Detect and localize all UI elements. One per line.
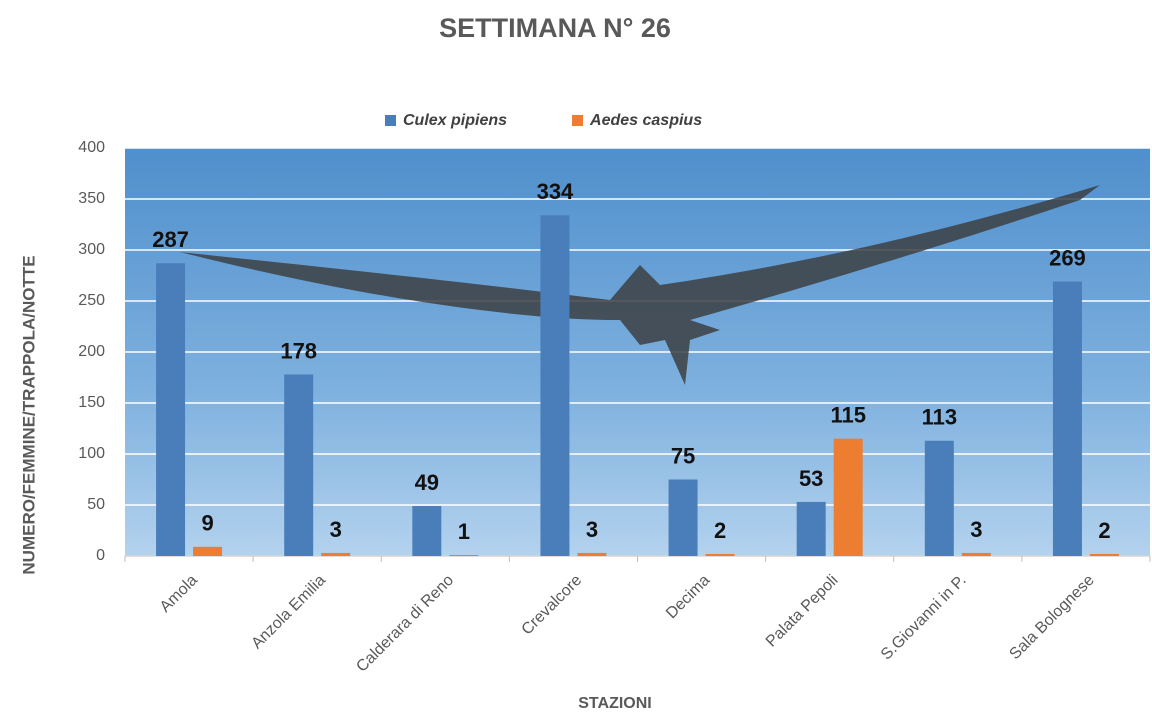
value-label: 9 [201, 511, 213, 536]
y-tick-label: 350 [78, 190, 105, 207]
value-label: 53 [799, 466, 823, 491]
y-tick-label: 50 [87, 496, 105, 513]
y-tick-label: 250 [78, 292, 105, 309]
bar [449, 555, 478, 556]
value-label: 334 [537, 179, 574, 204]
bar [706, 554, 735, 556]
value-label: 2 [1098, 518, 1110, 543]
bar [284, 374, 313, 556]
y-tick-label: 300 [78, 241, 105, 258]
legend-marker [385, 115, 396, 126]
bar [156, 263, 185, 556]
bar [1090, 554, 1119, 556]
x-tick-label: Palata Pepoli [763, 572, 842, 651]
y-tick-label: 400 [78, 139, 105, 156]
bar [412, 506, 441, 556]
bar [797, 502, 826, 556]
bar [834, 439, 863, 556]
bar [321, 553, 350, 556]
chart-title: SETTIMANA N° 26 [439, 13, 671, 43]
y-tick-label: 100 [78, 445, 105, 462]
x-tick-label: Decima [663, 572, 713, 622]
x-tick-label: Crevalcore [519, 572, 586, 639]
bar [577, 553, 606, 556]
value-label: 287 [152, 227, 189, 252]
bar [540, 215, 569, 556]
value-label: 1 [458, 519, 470, 544]
x-tick-label: Anzola Emilia [248, 572, 329, 653]
y-tick-label: 200 [78, 343, 105, 360]
legend-label: Culex pipiens [403, 112, 507, 129]
value-label: 49 [415, 470, 439, 495]
bar [193, 547, 222, 556]
legend-marker [572, 115, 583, 126]
legend-label: Aedes caspius [589, 112, 702, 129]
x-tick-label: Amola [157, 572, 201, 616]
x-tick-label: Calderara di Reno [353, 572, 457, 676]
bar [669, 480, 698, 557]
x-tick-label: Sala Bolognese [1006, 572, 1097, 663]
value-label: 269 [1049, 245, 1086, 270]
value-label: 115 [830, 403, 866, 428]
y-axis-label: NUMERO/FEMMINE/TRAPPOLA/NOTTE [19, 255, 38, 574]
chart: SETTIMANA N° 26 STAZIONI NUMERO/FEMMINE/… [0, 0, 1152, 715]
value-label: 3 [330, 517, 342, 542]
x-tick-label: S.Giovanni in P. [878, 572, 970, 664]
value-label: 113 [922, 405, 958, 430]
value-label: 2 [714, 518, 726, 543]
bar [1053, 282, 1082, 556]
value-label: 3 [970, 517, 982, 542]
x-axis-label: STAZIONI [578, 695, 651, 712]
y-tick-label: 150 [78, 394, 105, 411]
value-label: 75 [671, 443, 695, 468]
value-label: 178 [280, 338, 317, 363]
y-tick-label: 0 [96, 547, 105, 564]
bar [925, 441, 954, 556]
value-label: 3 [586, 517, 598, 542]
bar [962, 553, 991, 556]
